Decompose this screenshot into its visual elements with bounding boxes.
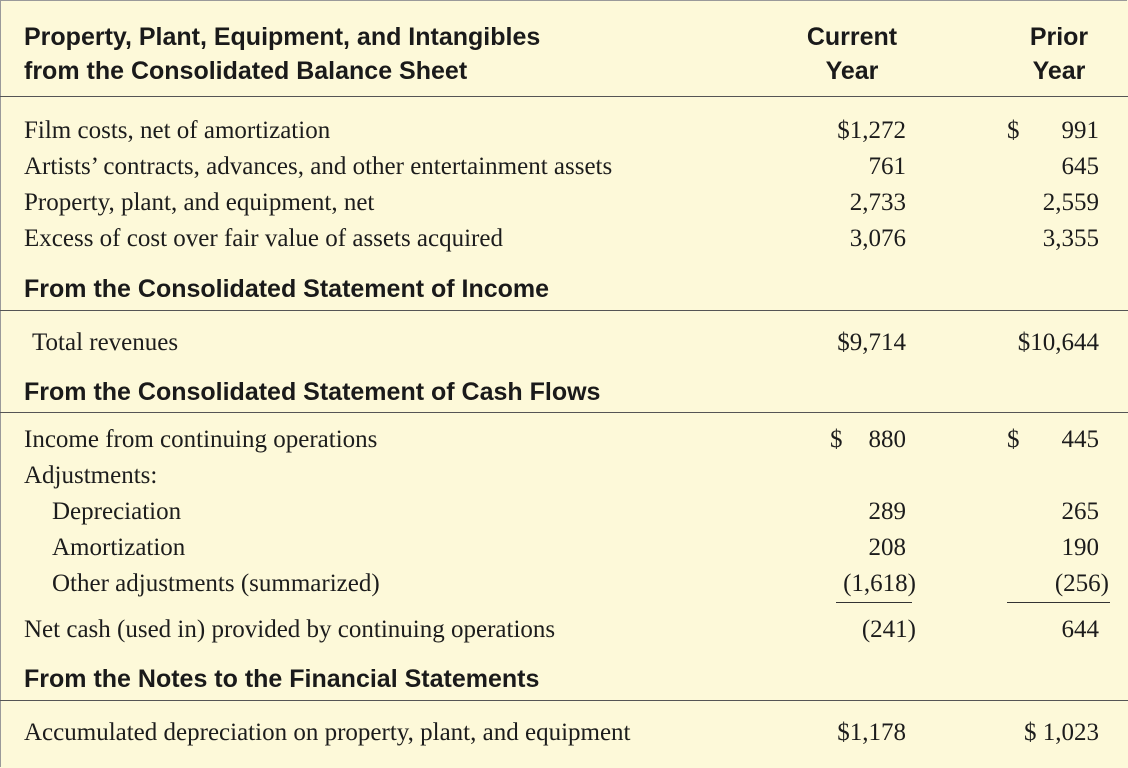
table-row: Total revenues $9,714 $10,644 xyxy=(0,326,1128,360)
current-value: $1,178 xyxy=(837,719,906,746)
current-year-header-line2: Year xyxy=(825,57,879,85)
prior-year-header: Prior Year xyxy=(989,20,1128,88)
prior-dollar-sign: $ xyxy=(1007,117,1020,144)
current-value: $1,272 xyxy=(837,117,906,144)
table-row: Income from continuing operations $ 880 … xyxy=(0,423,1128,457)
row-label: Total revenues xyxy=(32,329,179,356)
divider xyxy=(0,412,1128,413)
current-value: (241) xyxy=(861,616,916,643)
prior-dollar-sign: $ xyxy=(1007,426,1020,453)
table-row: Adjustments: xyxy=(0,459,1128,493)
prior-value: $ 1,023 xyxy=(1024,719,1099,746)
prior-value: 445 xyxy=(1061,426,1100,453)
row-label: Artists’ contracts, advances, and other … xyxy=(24,153,613,180)
divider xyxy=(0,310,1128,311)
header-title-line2: from the Consolidated Balance Sheet xyxy=(24,57,468,85)
table-row: Property, plant, and equipment, net 2,73… xyxy=(0,186,1128,220)
table-header: Property, Plant, Equipment, and Intangib… xyxy=(0,0,1128,97)
table-row: Depreciation 289 265 xyxy=(0,495,1128,529)
row-label: Income from continuing operations xyxy=(24,426,378,453)
current-value: 880 xyxy=(868,426,907,453)
row-label: Amortization xyxy=(52,534,186,561)
prior-value: 645 xyxy=(1061,153,1100,180)
header-title: Property, Plant, Equipment, and Intangib… xyxy=(24,20,724,88)
prior-year-header-line1: Prior xyxy=(1029,23,1089,51)
current-value: (1,618) xyxy=(843,570,916,597)
row-label: Adjustments: xyxy=(24,462,158,489)
current-dollar-sign: $ xyxy=(830,426,843,453)
divider xyxy=(0,700,1128,701)
prior-value: 265 xyxy=(1061,498,1100,525)
prior-value: 190 xyxy=(1061,534,1100,561)
section-heading-cash-flows: From the Consolidated Statement of Cash … xyxy=(24,378,601,406)
current-value: $9,714 xyxy=(837,329,906,356)
table-row: Film costs, net of amortization $1,272 $… xyxy=(0,114,1128,148)
current-value: 761 xyxy=(868,153,907,180)
prior-value: 3,355 xyxy=(1042,225,1099,252)
table-row: Excess of cost over fair value of assets… xyxy=(0,222,1128,256)
table-row: Other adjustments (summarized) (1,618) (… xyxy=(0,567,1128,601)
subtotal-underline-current xyxy=(836,602,912,603)
table-row: Accumulated depreciation on property, pl… xyxy=(0,716,1128,750)
section-heading-income: From the Consolidated Statement of Incom… xyxy=(24,275,550,303)
row-label: Accumulated depreciation on property, pl… xyxy=(24,719,631,746)
current-value: 2,733 xyxy=(849,189,906,216)
table-row: Net cash (used in) provided by continuin… xyxy=(0,613,1128,647)
row-label: Excess of cost over fair value of assets… xyxy=(24,225,503,252)
subtotal-underline-prior xyxy=(1007,602,1110,603)
row-label: Other adjustments (summarized) xyxy=(52,570,380,597)
current-value: 289 xyxy=(868,498,907,525)
table-row: Amortization 208 190 xyxy=(0,531,1128,565)
prior-year-header-line2: Year xyxy=(1032,57,1086,85)
current-year-header: Current Year xyxy=(782,20,922,88)
row-label: Depreciation xyxy=(52,498,182,525)
prior-value: $10,644 xyxy=(1017,329,1099,356)
row-label: Film costs, net of amortization xyxy=(24,117,331,144)
current-value: 208 xyxy=(868,534,907,561)
section-heading-notes: From the Notes to the Financial Statemen… xyxy=(24,665,540,693)
prior-value: 991 xyxy=(1061,117,1100,144)
prior-value: 644 xyxy=(1061,616,1100,643)
prior-value: 2,559 xyxy=(1042,189,1099,216)
prior-value: (256) xyxy=(1054,570,1109,597)
current-value: 3,076 xyxy=(849,225,906,252)
current-year-header-line1: Current xyxy=(806,23,898,51)
row-label: Property, plant, and equipment, net xyxy=(24,189,375,216)
header-title-line1: Property, Plant, Equipment, and Intangib… xyxy=(24,23,541,51)
table-row: Artists’ contracts, advances, and other … xyxy=(0,150,1128,184)
row-label: Net cash (used in) provided by continuin… xyxy=(24,616,556,643)
